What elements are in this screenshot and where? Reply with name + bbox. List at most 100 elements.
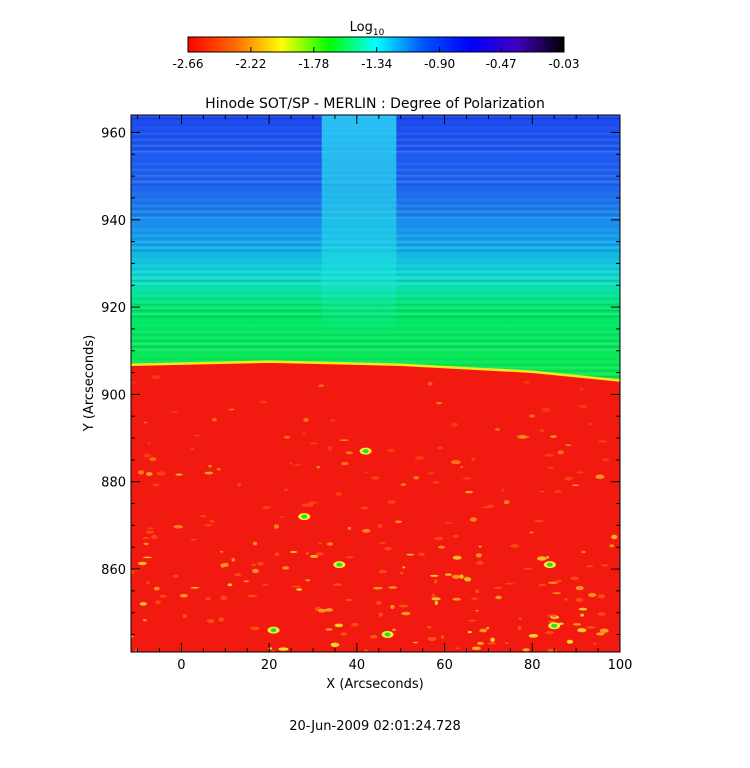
plage-spot bbox=[546, 466, 555, 469]
plage-spot bbox=[518, 617, 522, 620]
scan-stripe bbox=[131, 349, 620, 351]
plage-spot bbox=[576, 471, 584, 474]
plage-spot bbox=[427, 636, 437, 642]
plage-spot bbox=[364, 649, 368, 652]
plage-spot bbox=[284, 488, 289, 492]
plage-spot bbox=[575, 585, 584, 591]
plage-spot bbox=[541, 407, 551, 412]
scan-stripe bbox=[131, 343, 620, 345]
plage-spot bbox=[231, 557, 235, 562]
plage-spot bbox=[427, 472, 435, 475]
plage-spot bbox=[305, 579, 311, 582]
plage-spot bbox=[552, 614, 557, 618]
plage-spot bbox=[330, 642, 340, 647]
plage-spot bbox=[475, 589, 479, 593]
plage-spot bbox=[599, 628, 609, 633]
plage-spot bbox=[572, 623, 582, 626]
plage-spot bbox=[609, 544, 615, 548]
plage-spot bbox=[194, 434, 201, 437]
plage-spot bbox=[318, 542, 323, 545]
x-tick-label: 0 bbox=[177, 658, 185, 673]
plage-spot bbox=[481, 506, 491, 509]
plage-spot bbox=[475, 609, 479, 612]
plage-spot bbox=[554, 490, 563, 493]
plage-spot bbox=[378, 612, 383, 617]
plage-spot bbox=[151, 534, 158, 540]
plage-spot bbox=[548, 581, 558, 584]
plage-spot bbox=[228, 408, 235, 411]
plage-spot bbox=[153, 586, 160, 591]
plage-spot bbox=[143, 421, 148, 424]
plage-spot bbox=[200, 515, 207, 518]
plage-spot bbox=[392, 628, 396, 631]
plage-spot bbox=[262, 584, 269, 586]
plage-spot bbox=[211, 418, 217, 422]
plage-spot bbox=[305, 502, 314, 508]
plage-spot bbox=[434, 601, 438, 605]
plage-spot bbox=[325, 628, 333, 631]
plage-spot bbox=[490, 637, 495, 642]
plage-spot bbox=[347, 526, 352, 531]
plage-spot bbox=[470, 597, 479, 600]
plage-spot bbox=[478, 545, 482, 548]
plage-spot bbox=[494, 428, 500, 431]
plage-spot bbox=[529, 414, 536, 418]
plage-spot bbox=[434, 536, 444, 541]
plage-spot bbox=[588, 423, 594, 425]
plage-spot bbox=[602, 458, 609, 462]
plage-spot bbox=[471, 457, 476, 461]
plage-spot bbox=[600, 564, 609, 567]
bright-knot-core bbox=[336, 562, 343, 567]
plage-spot bbox=[274, 524, 279, 529]
plage-spot bbox=[528, 634, 539, 638]
plage-spot bbox=[282, 566, 290, 570]
plage-spot bbox=[388, 586, 398, 589]
plage-spot bbox=[208, 464, 212, 468]
chart-title: Hinode SOT/SP - MERLIN : Degree of Polar… bbox=[205, 96, 545, 112]
plage-spot bbox=[371, 476, 380, 480]
plage-spot bbox=[414, 456, 425, 460]
plage-spot bbox=[335, 492, 342, 496]
y-axis: 860 880 900 920 940 960 bbox=[101, 126, 620, 636]
plage-spot bbox=[588, 593, 597, 597]
plage-spot bbox=[205, 597, 211, 601]
plage-spot bbox=[455, 647, 460, 650]
plage-spot bbox=[437, 446, 444, 450]
plage-spot bbox=[376, 600, 382, 605]
plage-spot bbox=[432, 481, 440, 484]
plage-spot bbox=[597, 594, 606, 599]
plage-spot bbox=[476, 560, 484, 565]
colorbar-strip bbox=[187, 36, 565, 53]
plage-spot bbox=[510, 544, 520, 548]
plage-spot bbox=[586, 565, 594, 568]
plage-spot bbox=[471, 646, 481, 651]
x-tick-label: 40 bbox=[349, 658, 366, 673]
plage-spot bbox=[139, 602, 147, 606]
plage-spot bbox=[452, 555, 462, 560]
plage-spot bbox=[595, 474, 605, 479]
scan-stripe bbox=[131, 346, 620, 348]
plage-spot bbox=[579, 387, 584, 391]
plage-spot bbox=[131, 570, 135, 575]
plage-spot bbox=[517, 626, 522, 631]
plage-spot bbox=[400, 571, 404, 575]
plage-spot bbox=[593, 642, 597, 645]
colorbar-tick-label: -0.90 bbox=[424, 57, 455, 71]
plage-spot bbox=[452, 574, 461, 579]
plage-spot bbox=[485, 627, 490, 630]
y-tick-label: 880 bbox=[101, 476, 126, 491]
plage-spot bbox=[131, 381, 136, 384]
plage-spot bbox=[156, 471, 166, 476]
plage-spot bbox=[566, 639, 574, 644]
colorbar-label-subscript: 10 bbox=[373, 28, 385, 38]
plage-spot bbox=[564, 476, 573, 481]
plage-spot bbox=[171, 411, 178, 413]
x-tick-label: 20 bbox=[261, 658, 278, 673]
plage-spot bbox=[340, 632, 347, 636]
plage-spot bbox=[301, 432, 306, 435]
plage-spot bbox=[206, 619, 215, 623]
plage-spot bbox=[479, 628, 487, 633]
x-tick-label: 100 bbox=[608, 658, 633, 673]
plage-spot bbox=[577, 628, 587, 633]
y-tick-label: 920 bbox=[101, 301, 126, 316]
